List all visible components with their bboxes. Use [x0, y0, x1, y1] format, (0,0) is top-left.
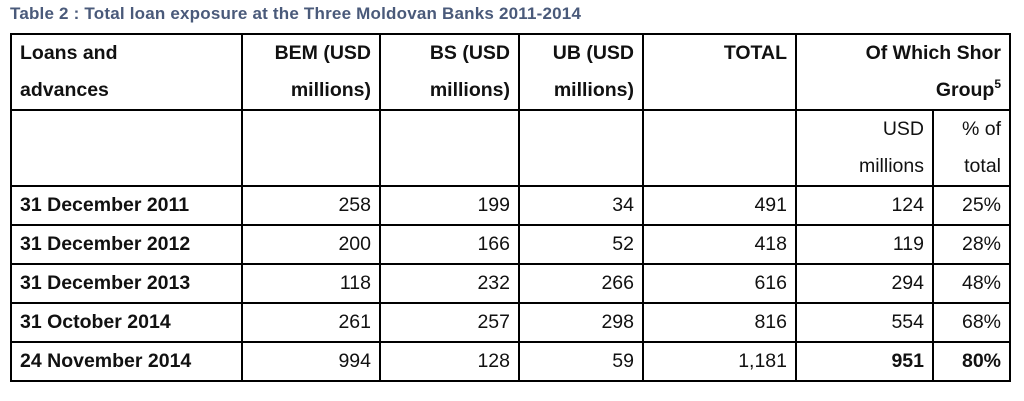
cell-bem: 200 — [241, 224, 381, 265]
footnote-marker: 5 — [994, 77, 1001, 91]
cell-ub: 266 — [518, 263, 644, 304]
cell-ub: 52 — [518, 224, 644, 265]
header-total: TOTAL — [642, 33, 797, 111]
row-label: 31 October 2014 — [10, 302, 243, 343]
header-text: UB (USD — [552, 42, 634, 64]
cell-pct: 68% — [932, 302, 1011, 343]
subheader-row: USD millions % of total — [10, 109, 1011, 187]
cell-pct: 28% — [932, 224, 1011, 265]
empty-cell — [642, 109, 797, 187]
cell-total: 491 — [642, 185, 797, 226]
cell-ub: 59 — [518, 341, 644, 382]
header-text: advances — [20, 79, 109, 101]
header-text: millions) — [553, 79, 634, 101]
row-label: 31 December 2011 — [10, 185, 243, 226]
loan-exposure-table: Loans and advances BEM (USD millions) BS… — [10, 33, 1011, 382]
cell-usd: 119 — [795, 224, 934, 265]
cell-bem: 258 — [241, 185, 381, 226]
empty-cell — [10, 109, 243, 187]
cell-usd: 554 — [795, 302, 934, 343]
cell-total: 418 — [642, 224, 797, 265]
header-text: millions) — [290, 79, 371, 101]
subheader-usd-millions: USD millions — [795, 109, 934, 187]
cell-total: 816 — [642, 302, 797, 343]
cell-pct: 80% — [932, 341, 1011, 382]
cell-usd: 951 — [795, 341, 934, 382]
cell-pct: 25% — [932, 185, 1011, 226]
table-row: 31 December 2012 200 166 52 418 119 28% — [10, 224, 1011, 265]
table-row: 31 December 2013 118 232 266 616 294 48% — [10, 263, 1011, 304]
empty-cell — [241, 109, 381, 187]
cell-ub: 34 — [518, 185, 644, 226]
cell-ub: 298 — [518, 302, 644, 343]
cell-usd: 124 — [795, 185, 934, 226]
header-text: BS (USD — [429, 42, 510, 64]
subheader-text: total — [964, 155, 1001, 177]
cell-pct: 48% — [932, 263, 1011, 304]
subheader-pct-total: % of total — [932, 109, 1011, 187]
header-text: Group — [935, 79, 995, 101]
row-label: 31 December 2013 — [10, 263, 243, 304]
row-label: 24 November 2014 — [10, 341, 243, 382]
header-text: millions) — [429, 79, 510, 101]
table-row: 24 November 2014 994 128 59 1,181 951 80… — [10, 341, 1011, 382]
table-row: 31 October 2014 261 257 298 816 554 68% — [10, 302, 1011, 343]
subheader-text: millions — [858, 155, 924, 177]
header-text: BEM (USD — [274, 42, 371, 64]
cell-bs: 257 — [379, 302, 520, 343]
header-bem: BEM (USD millions) — [241, 33, 381, 111]
cell-bs: 199 — [379, 185, 520, 226]
header-text: Of Which Shor — [865, 42, 1001, 64]
cell-bs: 166 — [379, 224, 520, 265]
header-row: Loans and advances BEM (USD millions) BS… — [10, 33, 1011, 111]
header-text: TOTAL — [723, 42, 787, 64]
cell-bs: 232 — [379, 263, 520, 304]
table-row: 31 December 2011 258 199 34 491 124 25% — [10, 185, 1011, 226]
cell-bem: 994 — [241, 341, 381, 382]
cell-bem: 118 — [241, 263, 381, 304]
subheader-text: USD — [882, 118, 924, 140]
subheader-text: % of — [961, 118, 1001, 140]
cell-bem: 261 — [241, 302, 381, 343]
header-text: Loans and — [20, 42, 118, 64]
header-bs: BS (USD millions) — [379, 33, 520, 111]
empty-cell — [379, 109, 520, 187]
cell-usd: 294 — [795, 263, 934, 304]
header-text: Group5 — [805, 72, 1001, 109]
header-shor-group: Of Which Shor Group5 — [795, 33, 1011, 111]
empty-cell — [518, 109, 644, 187]
header-loans-and-advances: Loans and advances — [10, 33, 243, 111]
cell-total: 616 — [642, 263, 797, 304]
row-label: 31 December 2012 — [10, 224, 243, 265]
table-caption: Table 2 : Total loan exposure at the Thr… — [10, 4, 582, 23]
cell-total: 1,181 — [642, 341, 797, 382]
cell-bs: 128 — [379, 341, 520, 382]
header-ub: UB (USD millions) — [518, 33, 644, 111]
